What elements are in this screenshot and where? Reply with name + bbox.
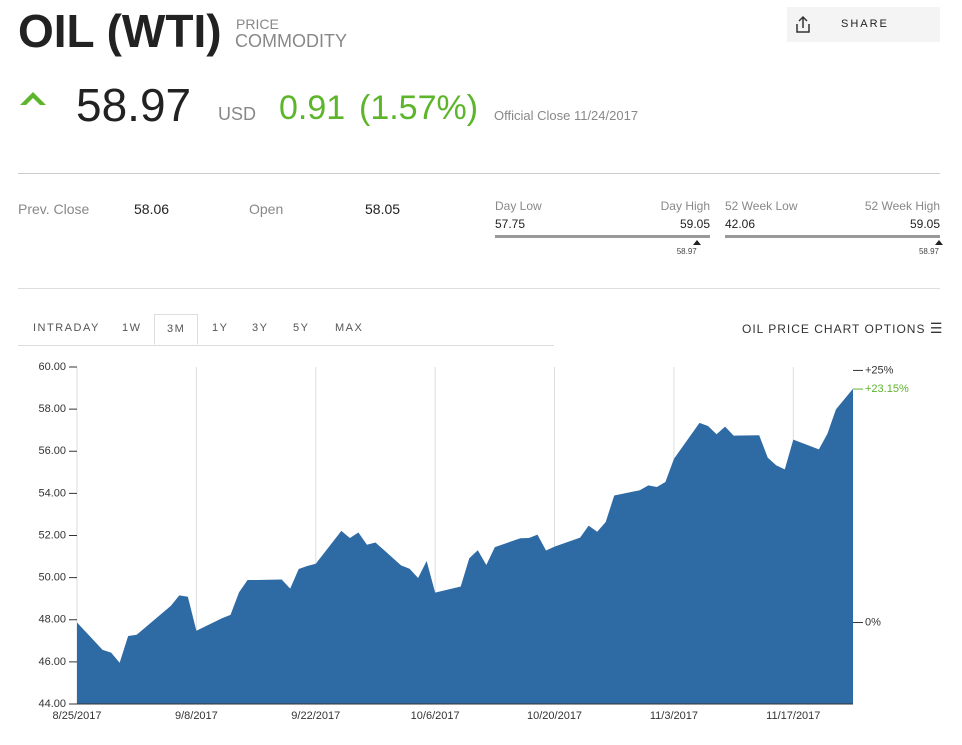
range-current: 58.97 bbox=[918, 247, 939, 256]
x-tick-label: 10/20/2017 bbox=[527, 710, 582, 722]
change: 0.91 bbox=[279, 89, 346, 127]
close-note: Official Close 11/24/2017 bbox=[494, 108, 639, 123]
currency: USD bbox=[218, 104, 257, 124]
x-tick-label: 11/17/2017 bbox=[766, 710, 820, 722]
range-marker bbox=[692, 240, 701, 245]
menu-icon: ☰ bbox=[929, 320, 944, 336]
divider bbox=[18, 288, 940, 289]
x-tick-label: 11/3/2017 bbox=[650, 710, 698, 722]
range-bar bbox=[495, 235, 710, 238]
stat-value: 58.06 bbox=[134, 201, 170, 217]
y-tick-label: 48.00 bbox=[38, 614, 66, 626]
tab[interactable]: INTRADAY bbox=[33, 322, 100, 334]
stat-label: Open bbox=[249, 201, 284, 217]
y-tick-label: 52.00 bbox=[38, 529, 66, 541]
last-change-label: +23.15% bbox=[865, 383, 909, 395]
y-tick-label: 56.00 bbox=[38, 445, 66, 457]
range-marker bbox=[934, 240, 943, 245]
up-arrow bbox=[20, 92, 46, 105]
chart-options[interactable]: OIL PRICE CHART OPTIONS ☰ bbox=[742, 320, 943, 337]
area bbox=[77, 388, 853, 704]
chart: 8/25/2017 9/8/2017 9/22/2017 10/6/2017 10/20… bbox=[38, 361, 909, 722]
tab[interactable]: 3M bbox=[154, 314, 199, 345]
range-low: 42.06 bbox=[725, 217, 756, 231]
range-high: 59.05 bbox=[679, 217, 710, 231]
symbol: OIL (WTI) bbox=[18, 5, 222, 57]
tab[interactable]: 1Y bbox=[212, 322, 229, 334]
x-tick-label: 8/25/2017 bbox=[53, 710, 102, 722]
share-button[interactable]: SHARE bbox=[787, 7, 940, 42]
tab[interactable]: 3Y bbox=[252, 322, 269, 334]
tab[interactable]: 1W bbox=[122, 322, 142, 334]
x-tick-label: 9/8/2017 bbox=[175, 710, 218, 722]
x-tick-label: 10/6/2017 bbox=[411, 710, 460, 722]
tab-underline bbox=[18, 345, 554, 346]
range-bar bbox=[725, 235, 940, 238]
y2-tick-label: 0% bbox=[865, 616, 881, 628]
range-low-label: 52 Week Low bbox=[725, 199, 798, 213]
y-tick-label: 50.00 bbox=[38, 572, 66, 584]
share-icon bbox=[796, 15, 810, 33]
range-high-label: Day High bbox=[660, 199, 710, 213]
y-tick-label: 46.00 bbox=[38, 656, 66, 668]
change-pct: (1.57%) bbox=[359, 89, 479, 127]
x-tick-label: 9/22/2017 bbox=[291, 710, 340, 722]
stat-value: 58.05 bbox=[365, 201, 401, 217]
range-low: 57.75 bbox=[495, 217, 526, 231]
kind-bottom: COMMODITY bbox=[235, 31, 347, 51]
y-tick-label: 54.00 bbox=[38, 487, 66, 499]
range-current: 58.97 bbox=[676, 247, 697, 256]
tab[interactable]: MAX bbox=[335, 322, 364, 334]
chart-options-label: OIL PRICE CHART OPTIONS bbox=[742, 322, 926, 336]
range-high: 59.05 bbox=[909, 217, 940, 231]
y2-tick-label: +25% bbox=[865, 364, 894, 376]
price: 58.97 bbox=[76, 79, 192, 131]
kind-top: PRICE bbox=[236, 16, 279, 32]
y-tick-label: 60.00 bbox=[38, 361, 66, 373]
range-high-label: 52 Week High bbox=[864, 199, 940, 213]
tab[interactable]: 5Y bbox=[293, 322, 310, 334]
y-tick-label: 58.00 bbox=[38, 403, 66, 415]
stat-label: Prev. Close bbox=[18, 201, 90, 217]
divider bbox=[18, 173, 940, 174]
range-low-label: Day Low bbox=[495, 199, 542, 213]
y-tick-label: 44.00 bbox=[38, 698, 66, 710]
share-label: SHARE bbox=[841, 18, 889, 30]
